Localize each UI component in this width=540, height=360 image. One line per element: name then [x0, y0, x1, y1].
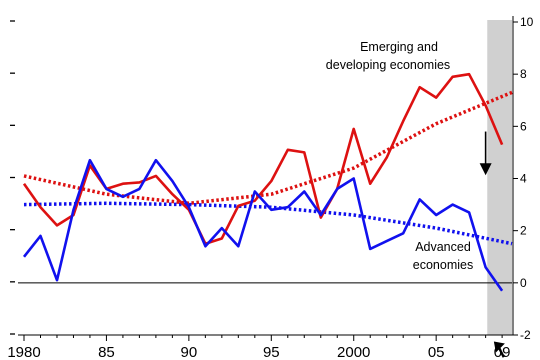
- series-lines-group: [22, 72, 504, 292]
- y-tick-label-6: 10: [520, 15, 534, 29]
- series-line-3: [23, 201, 513, 246]
- emerging-label-line2: developing economies: [326, 58, 450, 72]
- arrows-group: [479, 131, 505, 358]
- x-tick-label-5: 05: [428, 344, 445, 360]
- x-axis: 198085909520000509: [7, 334, 513, 360]
- y-tick-label-4: 6: [520, 119, 527, 133]
- x-tick-label-1: 85: [98, 344, 115, 360]
- series-line-2: [23, 90, 513, 206]
- x-tick-label-0: 1980: [7, 344, 40, 360]
- x-tick-label-2: 90: [181, 344, 198, 360]
- advanced-label-line1: Advanced: [415, 240, 471, 254]
- y-tick-label-0: -2: [520, 328, 531, 342]
- down-arrow-head: [479, 163, 492, 176]
- series-line-0: [22, 72, 504, 245]
- trend-lines-group: [23, 90, 513, 246]
- y-tick-label-1: 0: [520, 276, 527, 290]
- y-tick-label-3: 4: [520, 172, 527, 186]
- x-tick-label-3: 95: [263, 344, 280, 360]
- y-tick-label-5: 8: [520, 67, 527, 81]
- y-tick-label-2: 2: [520, 224, 527, 238]
- series-line-1: [22, 158, 504, 292]
- advanced-label-line2: economies: [413, 258, 473, 272]
- right-axis: -2 0 2 4 6 8 10: [512, 15, 534, 342]
- x-tick-label-4: 2000: [337, 344, 370, 360]
- emerging-label-line1: Emerging and: [360, 40, 438, 54]
- left-axis-ticks: [10, 20, 15, 335]
- diagonal-arrow-head: [493, 341, 505, 353]
